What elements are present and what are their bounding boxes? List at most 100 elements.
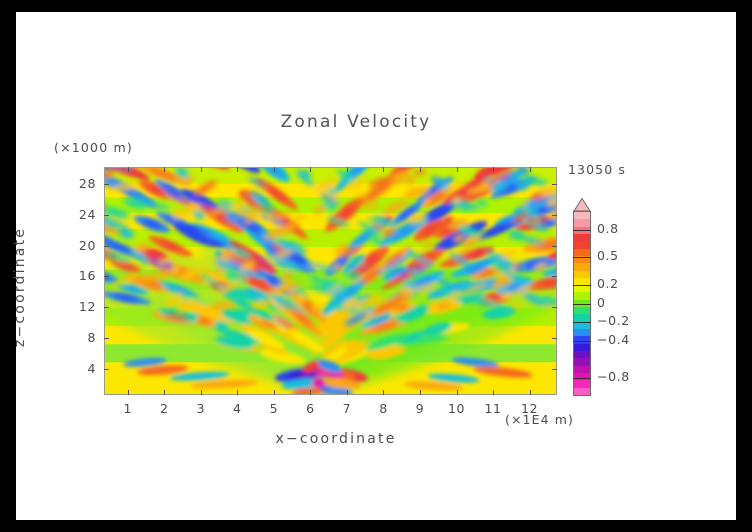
field-contour-blob [247, 276, 269, 290]
x-tick-mark [310, 390, 312, 395]
colorbar-band [574, 255, 590, 264]
field-contour-blob [494, 256, 515, 270]
field-contour-blob [163, 293, 183, 308]
field-contour-blob [366, 346, 406, 360]
field-contour-blob [382, 199, 408, 215]
field-contour-blob [323, 345, 369, 367]
field-contour-blob [405, 176, 416, 185]
field-contour-blob [486, 168, 514, 186]
field-contour-blob [369, 236, 384, 244]
x-tick-label: 6 [306, 401, 315, 416]
colorbar-band [574, 350, 590, 359]
field-contour-blob [393, 330, 427, 345]
field-contour-blob [345, 176, 367, 190]
field-contour-blob [518, 201, 529, 209]
field-contour-blob [484, 177, 507, 189]
field-contour-blob [315, 178, 339, 191]
x-tick-mark [420, 390, 421, 395]
field-contour-blob [334, 244, 351, 256]
y-tick-mark [104, 368, 109, 370]
field-contour-blob [131, 250, 151, 265]
field-contour-blob [321, 387, 354, 394]
field-contour-blob [382, 228, 396, 238]
field-contour-blob [447, 220, 470, 229]
y-tick-mark [552, 214, 557, 216]
field-contour-blob [524, 259, 552, 268]
field-contour-blob [188, 266, 202, 276]
heatmap-plot-area [104, 167, 557, 395]
field-contour-blob [539, 186, 556, 197]
x-tick-mark [127, 390, 129, 395]
x-tick-mark [127, 167, 129, 172]
field-contour-blob [245, 304, 274, 322]
field-contour-blob [431, 176, 442, 185]
field-contour-blob [271, 243, 285, 253]
timestamp-label: 13050 s [568, 162, 626, 177]
y-tick-label: 28 [78, 175, 96, 191]
field-contour-blob [287, 241, 307, 255]
field-contour-blob [281, 378, 322, 390]
field-contour-blob [190, 228, 206, 239]
field-contour-blob [334, 204, 356, 224]
field-contour-blob [268, 293, 287, 303]
field-contour-blob [105, 252, 132, 263]
colorbar-label: 0 [597, 294, 606, 310]
x-tick-mark [346, 390, 348, 395]
x-tick-label: 2 [159, 401, 169, 416]
field-contour-blob [409, 214, 427, 224]
field-contour-blob [432, 276, 456, 289]
y-tick-label: 16 [78, 268, 96, 284]
field-contour-blob [145, 251, 161, 260]
field-contour-blob [163, 314, 189, 321]
y-tick-mark [104, 307, 109, 309]
field-contour-blob [300, 176, 315, 187]
field-contour-blob [288, 328, 325, 354]
field-contour-blob [516, 168, 530, 175]
field-contour-blob [350, 255, 365, 266]
x-tick-label: 7 [342, 401, 352, 416]
field-contour-blob [463, 260, 492, 273]
x-tick-mark [529, 167, 531, 172]
field-contour-blob [105, 280, 322, 389]
field-contour-blob [225, 215, 237, 223]
field-contour-blob [112, 294, 139, 302]
field-contour-blob [157, 254, 177, 265]
field-contour-blob [110, 276, 137, 288]
field-contour-blob [343, 299, 357, 310]
field-contour-blob [370, 315, 390, 325]
y-tick-label: 4 [87, 360, 96, 376]
field-contour-blob [428, 301, 440, 313]
colorbar-tick-mark [573, 303, 591, 305]
field-contour-blob [260, 349, 306, 365]
field-contour-blob [145, 202, 170, 210]
colorbar-label: 0.2 [597, 276, 619, 291]
field-contour-blob [291, 387, 324, 394]
field-contour-blob [513, 212, 528, 224]
field-contour-blob [291, 308, 313, 328]
field-contour-blob [124, 286, 142, 292]
colorbar-tick-mark [573, 377, 591, 379]
field-contour-blob [136, 365, 189, 376]
field-contour-blob [274, 236, 287, 245]
y-tick-mark [104, 276, 109, 278]
field-contour-blob [266, 186, 288, 203]
field-contour-blob [364, 182, 390, 201]
field-contour-blob [219, 200, 233, 208]
field-contour-blob [399, 207, 416, 220]
colorbar-band [574, 372, 590, 381]
field-contour-blob [533, 262, 548, 271]
x-tick-label: 1 [123, 401, 133, 416]
field-contour-blob [176, 299, 196, 313]
field-contour-blob [367, 217, 393, 228]
colorbar-band [574, 248, 590, 256]
field-contour-blob [537, 279, 556, 287]
field-contour-blob [265, 212, 294, 221]
field-contour-blob [526, 209, 543, 222]
y-tick-mark [104, 245, 109, 247]
field-contour-blob [285, 250, 303, 266]
field-contour-blob [214, 259, 233, 271]
field-contour-blob [364, 333, 410, 351]
field-contour-blob [352, 230, 373, 247]
field-contour-blob [193, 210, 206, 220]
field-contour-blob [403, 381, 464, 391]
